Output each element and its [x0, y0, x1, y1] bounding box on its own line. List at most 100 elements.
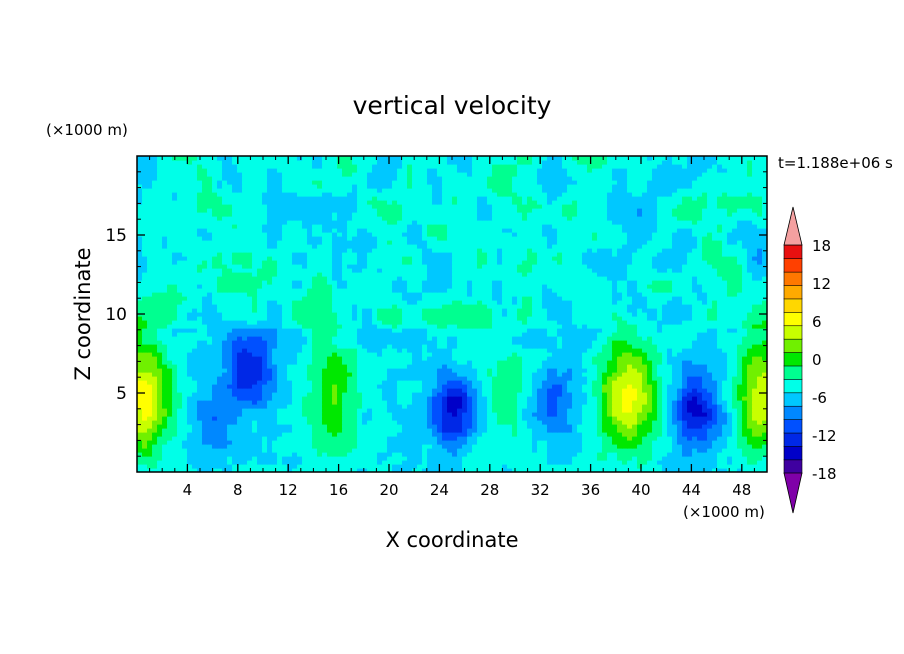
heatmap-cell	[572, 376, 578, 381]
heatmap-cell	[622, 452, 628, 457]
heatmap-cell	[137, 388, 143, 393]
heatmap-cell	[527, 444, 533, 449]
heatmap-cell	[277, 456, 283, 461]
heatmap-cell	[272, 460, 278, 465]
heatmap-cell	[532, 408, 538, 413]
heatmap-cell	[387, 408, 393, 413]
heatmap-cell	[477, 392, 483, 397]
heatmap-cell	[572, 396, 578, 401]
heatmap-cell	[327, 316, 333, 321]
heatmap-cell	[237, 468, 243, 472]
heatmap-cell	[577, 384, 583, 389]
heatmap-cell	[672, 396, 678, 401]
heatmap-cell	[347, 376, 353, 381]
heatmap-cell	[342, 344, 348, 349]
heatmap-cell	[667, 376, 673, 381]
heatmap-cell	[672, 348, 678, 353]
heatmap-cell	[667, 392, 673, 397]
heatmap-cell	[497, 380, 503, 385]
heatmap-cell	[417, 348, 423, 353]
heatmap-cell	[642, 460, 648, 465]
heatmap-cell	[142, 444, 148, 449]
heatmap-cell	[532, 380, 538, 385]
heatmap-cell	[157, 468, 163, 472]
heatmap-cell	[682, 412, 688, 417]
heatmap-cell	[217, 468, 223, 472]
heatmap-cell	[502, 372, 508, 377]
heatmap-cell	[377, 400, 383, 405]
heatmap-cell	[617, 340, 623, 345]
heatmap-cell	[237, 368, 243, 373]
heatmap-cell	[247, 376, 253, 381]
heatmap-cell	[167, 460, 173, 465]
heatmap-cell	[702, 460, 708, 465]
heatmap-cell	[742, 324, 748, 329]
heatmap-cell	[592, 324, 598, 329]
heatmap-cell	[512, 336, 518, 341]
heatmap-cell	[422, 352, 428, 357]
heatmap-cell	[672, 432, 678, 437]
heatmap-cell	[492, 416, 498, 421]
heatmap-cell	[242, 316, 248, 321]
heatmap-cell	[467, 312, 473, 317]
heatmap-cell	[147, 464, 153, 469]
heatmap-cell	[402, 336, 408, 341]
heatmap-cell	[647, 460, 653, 465]
heatmap-cell	[497, 444, 503, 449]
heatmap-cell	[552, 452, 558, 457]
heatmap-cell	[482, 344, 488, 349]
heatmap-cell	[422, 348, 428, 353]
heatmap-cell	[427, 456, 433, 461]
heatmap-cell	[187, 348, 193, 353]
heatmap-cell	[667, 380, 673, 385]
heatmap-cell	[697, 352, 703, 357]
heatmap-cell	[282, 328, 288, 333]
heatmap-cell	[632, 396, 638, 401]
heatmap-cell	[407, 404, 413, 409]
heatmap-cell	[447, 384, 453, 389]
heatmap-cell	[302, 312, 308, 317]
heatmap-cell	[197, 388, 203, 393]
heatmap-cell	[682, 448, 688, 453]
heatmap-cell	[157, 332, 163, 337]
heatmap-cell	[372, 420, 378, 425]
heatmap-cell	[652, 432, 658, 437]
heatmap-cell	[372, 316, 378, 321]
heatmap-cell	[607, 364, 613, 369]
heatmap-cell	[297, 444, 303, 449]
heatmap-cell	[607, 420, 613, 425]
heatmap-cell	[737, 468, 743, 472]
heatmap-cell	[702, 360, 708, 365]
heatmap-cell	[157, 312, 163, 317]
heatmap-cell	[642, 428, 648, 433]
heatmap-cell	[212, 312, 218, 317]
heatmap-cell	[302, 444, 308, 449]
heatmap-cell	[732, 384, 738, 389]
heatmap-cell	[192, 424, 198, 429]
heatmap-cell	[432, 436, 438, 441]
heatmap-cell	[252, 388, 258, 393]
heatmap-cell	[367, 412, 373, 417]
heatmap-cell	[757, 332, 763, 337]
heatmap-cell	[667, 408, 673, 413]
heatmap-cell	[327, 372, 333, 377]
heatmap-cell	[227, 444, 233, 449]
heatmap-cell	[412, 424, 418, 429]
heatmap-cell	[197, 364, 203, 369]
heatmap-cell	[597, 468, 603, 472]
heatmap-cell	[377, 348, 383, 353]
heatmap-cell	[317, 396, 323, 401]
heatmap-cell	[532, 400, 538, 405]
heatmap-cell	[302, 412, 308, 417]
heatmap-cell	[727, 436, 733, 441]
heatmap-cell	[517, 328, 523, 333]
heatmap-cell	[712, 324, 718, 329]
heatmap-cell	[137, 372, 143, 377]
heatmap-cell	[637, 460, 643, 465]
heatmap-cell	[572, 388, 578, 393]
heatmap-cell	[517, 452, 523, 457]
heatmap-cell	[272, 368, 278, 373]
heatmap-cell	[452, 372, 458, 377]
heatmap-cell	[422, 316, 428, 321]
heatmap-cell	[212, 344, 218, 349]
